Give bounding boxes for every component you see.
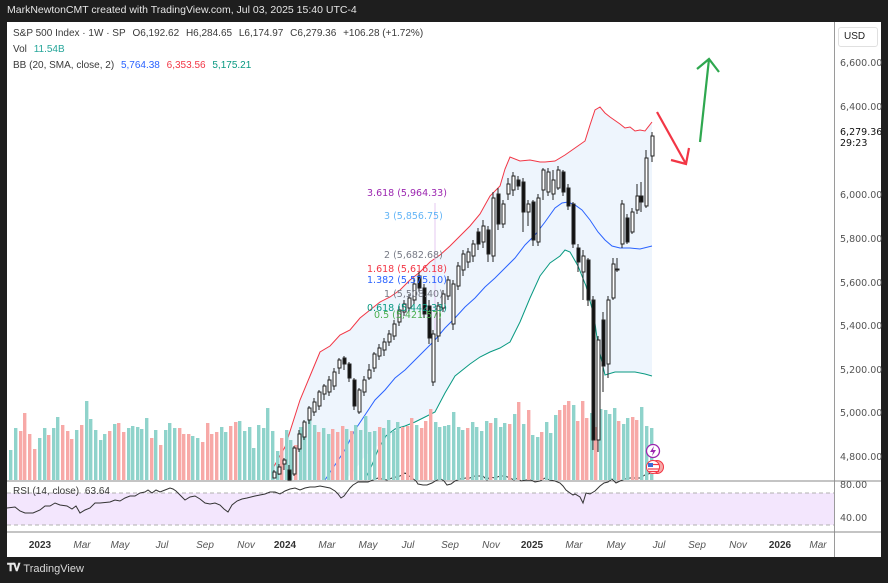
time-tick: Jul: [155, 540, 169, 551]
footer-branding: 𝐓𝐕 TradingView: [7, 562, 84, 575]
fib-level-1: 1 (5,508.40): [384, 289, 443, 300]
time-tick: May: [606, 540, 626, 551]
bollinger-upper-value: 6,353.56: [166, 60, 206, 71]
volume-bars: [9, 401, 654, 480]
rsi-label: RSI (14, close): [13, 486, 80, 497]
chart-legend: S&P 500 Index · 1W · SP O6,192.62 H6,284…: [13, 26, 423, 74]
price-change: +106.28 (+1.72%): [343, 28, 424, 39]
fib-level-2: 2 (5,682.68): [384, 250, 443, 261]
rsi-band-fill: [7, 493, 834, 525]
time-tick: May: [110, 540, 130, 551]
price-tick: 6,400.00: [840, 102, 883, 113]
ohlc-high: H6,284.65: [185, 28, 233, 39]
lightning-event-icon[interactable]: [645, 443, 661, 459]
brand-name: TradingView: [23, 562, 84, 575]
us-flag-event-icon[interactable]: [646, 460, 664, 474]
volume-legend-row[interactable]: Vol 11.54B: [13, 42, 423, 58]
currency-button[interactable]: USD: [838, 27, 878, 47]
fib-level-05: 0.5 (5,421.57): [374, 310, 442, 321]
price-tick: 6,600.00: [840, 58, 883, 69]
bollinger-basis-value: 5,764.38: [120, 60, 160, 71]
time-tick: Nov: [729, 540, 747, 551]
fib-level-1382: 1.382 (5,575.10): [367, 275, 447, 286]
ohlc-close: C6,279.36: [290, 28, 337, 39]
fib-level-0618: 0.618 (5,442.33): [367, 303, 447, 314]
tradingview-logo-icon: 𝐓𝐕: [7, 562, 20, 574]
time-tick: Jul: [652, 540, 666, 551]
time-tick: Mar: [318, 540, 336, 551]
price-tick: 5,400.00: [840, 321, 883, 332]
last-price-label: 6,279.36: [840, 127, 883, 138]
time-tick: 2026: [768, 540, 792, 551]
time-tick: 2023: [28, 540, 52, 551]
time-tick: 2025: [520, 540, 544, 551]
rsi-value: 63.64: [84, 486, 110, 497]
time-tick: Mar: [809, 540, 827, 551]
price-tick: 4,800.00: [840, 452, 883, 463]
volume-label: Vol: [13, 44, 27, 55]
bollinger-legend-row[interactable]: BB (20, SMA, close, 2) 5,764.38 6,353.56…: [13, 58, 423, 74]
symbol-name[interactable]: S&P 500 Index · 1W · SP: [13, 28, 126, 39]
bollinger-label: BB (20, SMA, close, 2): [13, 60, 115, 71]
rsi-line: [6, 472, 653, 514]
symbol-legend-row[interactable]: S&P 500 Index · 1W · SP O6,192.62 H6,284…: [13, 26, 423, 42]
bollinger-basis-line: [324, 201, 653, 481]
arrow-up-icon[interactable]: [696, 57, 720, 143]
volume-value: 11.54B: [33, 44, 65, 55]
time-tick: Nov: [482, 540, 500, 551]
time-tick: Mar: [565, 540, 583, 551]
price-tick: 5,000.00: [840, 408, 883, 419]
time-tick: Mar: [73, 540, 91, 551]
fib-level-3: 3 (5,856.75): [384, 211, 443, 222]
attribution-bar: MarkNewtonCMT created with TradingView.c…: [0, 0, 888, 20]
price-axis[interactable]: [834, 22, 881, 557]
price-tick: 5,600.00: [840, 278, 883, 289]
price-tick: 5,800.00: [840, 234, 883, 245]
time-tick: May: [358, 540, 378, 551]
fib-level-3618: 3.618 (5,964.33): [367, 188, 447, 199]
fib-level-1618: 1.618 (5,616.18): [367, 264, 447, 275]
time-tick: Sep: [441, 540, 459, 551]
bollinger-band-fill: [272, 107, 652, 480]
time-tick: Sep: [688, 540, 706, 551]
price-tick: 5,200.00: [840, 365, 883, 376]
time-tick: Jul: [401, 540, 415, 551]
time-tick: 2024: [273, 540, 297, 551]
bar-countdown: 29:23: [840, 138, 868, 149]
attribution-text: MarkNewtonCMT created with TradingView.c…: [7, 4, 357, 16]
time-tick: Sep: [196, 540, 214, 551]
rsi-legend[interactable]: RSI (14, close) 63.64: [13, 486, 110, 497]
ohlc-low: L6,174.97: [238, 28, 284, 39]
bollinger-lower-value: 5,175.21: [212, 60, 252, 71]
arrow-down-icon[interactable]: [656, 111, 691, 166]
rsi-tick: 80.00: [840, 480, 868, 491]
bollinger-upper-line: [271, 106, 653, 471]
rsi-tick: 40.00: [840, 513, 868, 524]
price-candles: [272, 132, 655, 481]
price-tick: 6,000.00: [840, 190, 883, 201]
time-tick: Nov: [237, 540, 255, 551]
ohlc-open: O6,192.62: [132, 28, 180, 39]
